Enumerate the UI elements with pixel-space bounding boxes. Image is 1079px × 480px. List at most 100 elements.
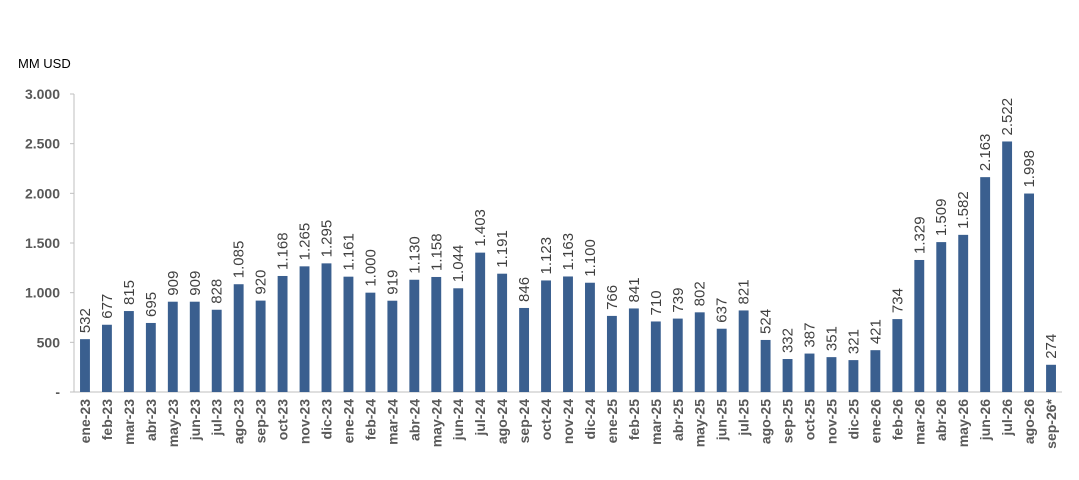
data-label: 532 xyxy=(77,308,94,333)
x-tick-label: feb-24 xyxy=(362,399,378,440)
data-label: 1.163 xyxy=(560,233,577,271)
bar xyxy=(321,263,332,392)
data-label: 321 xyxy=(845,329,862,354)
x-tick-label: abr-24 xyxy=(406,399,422,441)
y-tick-label: - xyxy=(55,384,60,400)
bar xyxy=(892,319,903,392)
bar xyxy=(1002,141,1013,392)
bar xyxy=(936,242,947,392)
bar xyxy=(826,357,837,392)
x-tick-label: may-25 xyxy=(692,399,708,447)
data-label: 739 xyxy=(670,288,687,313)
y-tick-label: 2.500 xyxy=(25,136,60,152)
bar xyxy=(738,310,749,392)
bar xyxy=(585,282,595,392)
y-tick-label: 500 xyxy=(37,334,61,350)
x-tick-label: abr-25 xyxy=(670,399,686,441)
y-tick-label: 3.000 xyxy=(25,86,60,102)
x-tick-label: oct-24 xyxy=(538,399,554,440)
x-tick-label: ene-25 xyxy=(604,399,620,444)
x-tick-label: ene-24 xyxy=(340,399,356,444)
x-tick-label: jul-26 xyxy=(999,399,1015,437)
y-tick-label: 1.000 xyxy=(25,285,60,301)
data-label: 1.085 xyxy=(231,241,248,279)
data-label: 1.295 xyxy=(318,220,335,258)
data-label: 828 xyxy=(209,279,226,304)
x-tick-label: mar-23 xyxy=(121,399,137,445)
bar xyxy=(233,284,244,392)
x-tick-label: dic-24 xyxy=(582,399,598,440)
bar xyxy=(167,301,178,392)
x-axis-labels: ene-23 feb-23 mar-23 abr-23 may-23 jun-23 jul-… xyxy=(77,398,1059,448)
bar xyxy=(1046,364,1056,392)
x-tick-label: mar-25 xyxy=(648,399,664,445)
data-label: 1.509 xyxy=(933,199,950,237)
x-tick-label: sep-25 xyxy=(780,399,796,444)
x-tick-label: jul-23 xyxy=(209,399,225,437)
data-label: 1.123 xyxy=(538,237,555,275)
x-tick-label: jun-23 xyxy=(187,399,203,441)
bar xyxy=(365,292,376,392)
bar xyxy=(606,315,617,392)
data-label: 766 xyxy=(604,285,621,310)
x-tick-label: mar-26 xyxy=(911,399,927,445)
data-label: 920 xyxy=(253,270,270,295)
x-tick-label: feb-26 xyxy=(889,399,905,440)
bar xyxy=(277,275,288,392)
x-tick-label: dic-23 xyxy=(318,399,334,440)
bar xyxy=(431,276,442,392)
x-tick-label: ene-26 xyxy=(867,399,883,444)
data-label: 1.582 xyxy=(955,191,972,229)
x-tick-label: sep-23 xyxy=(253,399,269,444)
x-tick-label: dic-25 xyxy=(845,399,861,440)
data-label: 841 xyxy=(626,277,643,302)
bar xyxy=(958,234,969,392)
x-tick-label: oct-23 xyxy=(275,399,291,440)
data-label: 524 xyxy=(758,309,775,334)
bar xyxy=(914,259,925,392)
bar xyxy=(123,311,134,392)
x-tick-label: nov-24 xyxy=(560,399,576,444)
bar xyxy=(870,350,881,392)
data-label: 387 xyxy=(802,323,819,348)
x-tick-label: ago-26 xyxy=(1021,399,1037,444)
data-label: 677 xyxy=(99,294,116,319)
bar xyxy=(760,339,771,392)
data-label: 846 xyxy=(516,277,533,302)
data-label: 1.191 xyxy=(494,230,511,268)
data-label: 909 xyxy=(165,271,182,296)
x-tick-label: jul-24 xyxy=(472,399,488,437)
bar xyxy=(980,177,991,392)
bar xyxy=(1024,193,1035,392)
data-label: 821 xyxy=(736,279,753,304)
data-label: 815 xyxy=(121,280,138,305)
x-tick-label: nov-23 xyxy=(297,399,313,444)
x-tick-label: feb-23 xyxy=(99,399,115,440)
x-tick-label: may-26 xyxy=(955,399,971,447)
data-label: 1.329 xyxy=(911,216,928,254)
data-label: 1.998 xyxy=(1021,150,1038,188)
bar xyxy=(650,321,661,392)
data-label: 637 xyxy=(714,298,731,323)
bar xyxy=(453,288,464,392)
data-label: 710 xyxy=(648,290,665,315)
x-tick-label: ago-23 xyxy=(231,399,247,444)
x-tick-label: mar-24 xyxy=(384,399,400,445)
bar xyxy=(541,280,551,392)
bar xyxy=(145,322,156,392)
x-tick-label: ago-24 xyxy=(494,399,510,444)
data-label: 2.522 xyxy=(999,98,1016,136)
bar xyxy=(101,324,112,392)
x-tick-label: jun-24 xyxy=(450,399,466,441)
data-label: 695 xyxy=(143,292,160,317)
bar xyxy=(716,328,727,392)
data-label: 1.168 xyxy=(275,232,292,270)
x-tick-label: abr-23 xyxy=(143,399,159,441)
bar xyxy=(387,300,398,392)
data-label: 1.130 xyxy=(406,236,423,274)
y-tick-label: 2.000 xyxy=(25,185,60,201)
data-label: 802 xyxy=(692,281,709,306)
bar xyxy=(628,308,639,392)
